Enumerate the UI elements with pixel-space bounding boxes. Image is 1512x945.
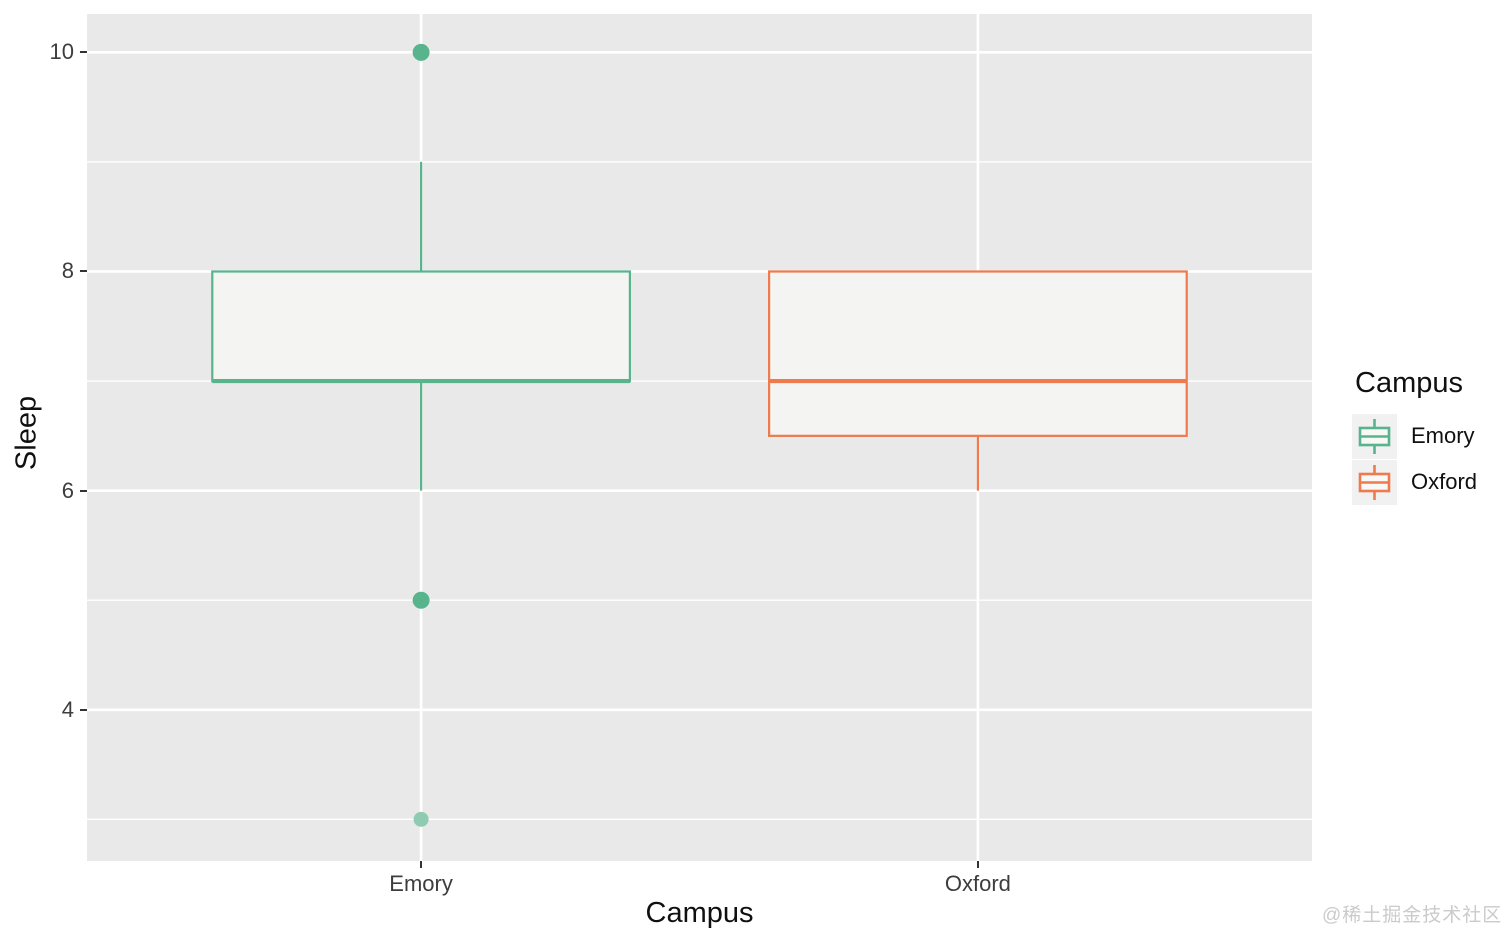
legend: Campus Emory Oxford [1352,366,1477,505]
outlier-point [412,591,430,609]
y-axis-title: Sleep [10,395,43,471]
boxplot-canvas [87,14,1312,861]
x-tick-label: Oxford [944,871,1011,896]
x-axis-title: Campus [645,897,754,929]
plot-panel [87,14,1312,861]
x-tick-label: Emory [389,871,453,896]
watermark: @稀土掘金技术社区 [1322,905,1503,926]
y-tick-label: 6 [61,477,74,503]
legend-entry-emory: Emory [1352,413,1477,459]
outlier-point [413,811,429,827]
y-tick-mark [80,270,87,273]
legend-label-oxford: Oxford [1411,469,1478,494]
y-tick-mark [80,51,87,54]
box-iqr [768,270,1188,437]
box-iqr [211,270,631,383]
x-tick-mark [420,861,423,868]
boxplot-glyph-emory-icon [1358,418,1391,454]
legend-title: Campus [1355,367,1463,399]
legend-label-emory: Emory [1411,423,1475,448]
y-tick-mark [80,489,87,492]
legend-key-emory [1352,413,1397,459]
y-tick-mark [80,708,87,711]
legend-key-oxford [1352,459,1397,505]
outlier-point [412,43,430,61]
x-tick-mark [976,861,979,868]
legend-entry-oxford: Oxford [1352,459,1477,505]
boxplot-glyph-oxford-icon [1358,464,1391,500]
y-tick-label: 4 [61,696,74,722]
y-tick-label: 10 [49,39,74,65]
y-tick-label: 8 [61,258,74,284]
